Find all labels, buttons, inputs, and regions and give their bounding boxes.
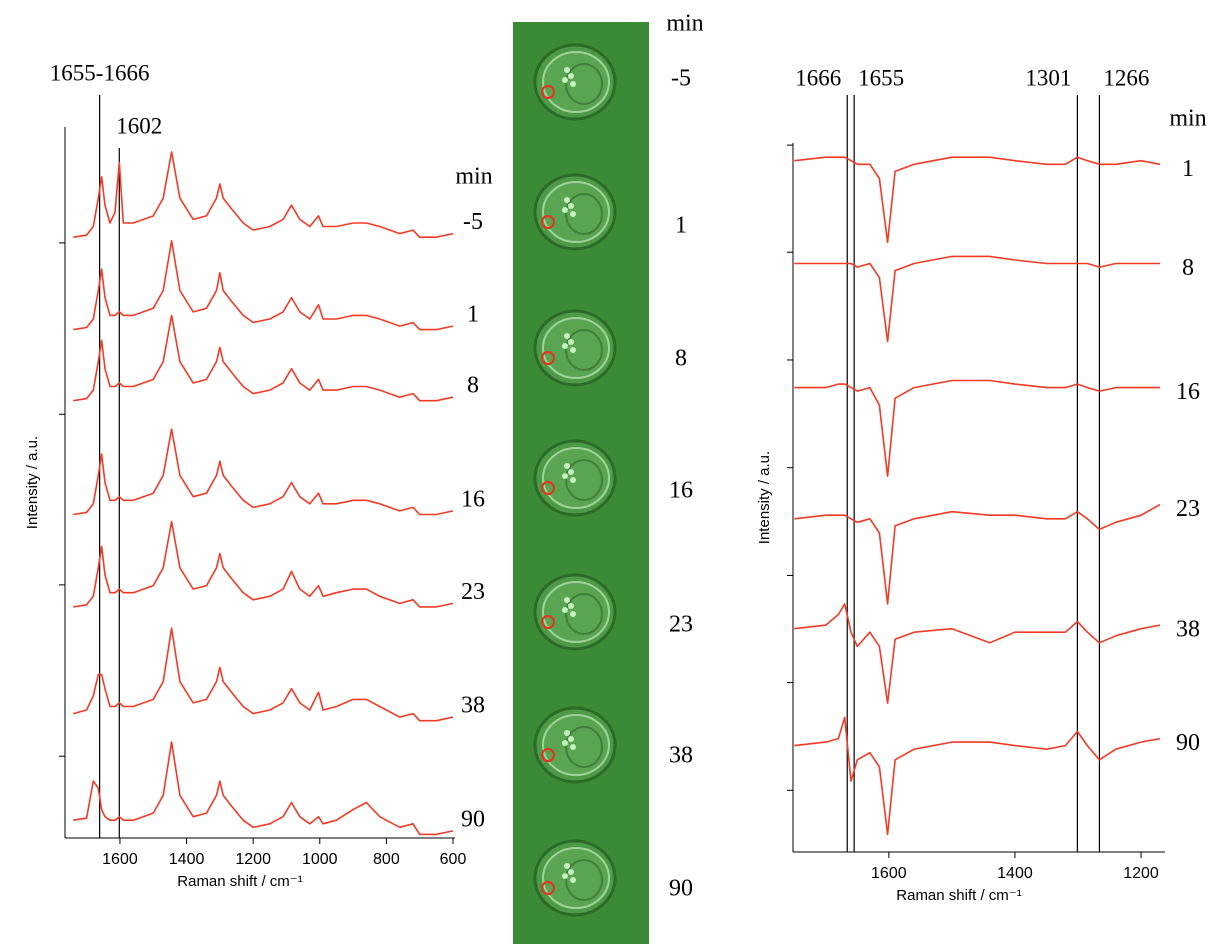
reference-label: 1655-1666	[50, 60, 150, 85]
lipid-droplet	[568, 869, 574, 875]
lipid-droplet	[564, 333, 570, 339]
series-label: -5	[463, 209, 483, 235]
time-label: 23	[669, 612, 693, 638]
reference-label: 1666	[795, 65, 841, 90]
vacuole	[565, 329, 603, 371]
lipid-droplet	[568, 603, 574, 609]
y-axis-label: Intensity / a.u.	[756, 451, 773, 544]
spectrum	[794, 379, 1160, 477]
x-tick-label: 1000	[302, 851, 338, 868]
laser-spot	[541, 481, 555, 495]
time-label: 16	[669, 478, 693, 504]
spectrum	[73, 428, 454, 516]
laser-spot	[541, 215, 555, 229]
spectrum	[73, 741, 454, 836]
x-axis-label: Raman shift / cm⁻¹	[177, 873, 302, 890]
lipid-droplet	[568, 203, 574, 209]
lipid-droplet	[568, 73, 574, 79]
y-axis-label: Intensity / a.u.	[24, 436, 41, 529]
vacuole	[565, 859, 603, 901]
reference-label: 1301	[1025, 65, 1071, 90]
spectrum	[73, 240, 454, 331]
x-tick-label: 1600	[102, 851, 138, 868]
vacuole	[565, 459, 603, 501]
series-label: 90	[1176, 730, 1200, 756]
laser-spot	[541, 85, 555, 99]
lipid-droplet	[564, 863, 570, 869]
series-label: 8	[1182, 255, 1194, 281]
vacuole	[565, 63, 603, 105]
series-label: 1	[467, 302, 479, 328]
lipid-droplet	[570, 347, 576, 353]
lipid-droplet	[568, 339, 574, 345]
lipid-droplet	[562, 607, 568, 613]
x-tick-label: 1400	[169, 851, 205, 868]
lipid-droplet	[564, 197, 570, 203]
time-label: 38	[669, 743, 693, 769]
spectrum	[794, 716, 1161, 836]
lipid-droplet	[568, 736, 574, 742]
time-label: -5	[671, 66, 691, 92]
lipid-droplet	[568, 469, 574, 475]
spectrum	[73, 151, 454, 238]
series-label: 38	[1176, 617, 1200, 643]
lipid-droplet	[562, 77, 568, 83]
vacuole	[565, 726, 603, 768]
spectrum	[794, 503, 1161, 605]
lipid-droplet	[570, 81, 576, 87]
lipid-droplet	[562, 740, 568, 746]
spectrum	[794, 156, 1161, 244]
lipid-droplet	[570, 477, 576, 483]
series-label: 8	[467, 373, 479, 399]
reference-label: 1266	[1103, 65, 1149, 90]
x-tick-label: 1600	[871, 865, 907, 882]
series-label: 16	[1176, 379, 1200, 405]
series-label: 38	[461, 693, 485, 719]
x-tick-label: 600	[440, 851, 467, 868]
reference-label: 1602	[116, 113, 162, 138]
x-tick-label: 800	[373, 851, 400, 868]
legend-title: min	[1169, 106, 1206, 132]
series-label: 23	[461, 579, 485, 605]
x-axis-label: Raman shift / cm⁻¹	[896, 887, 1021, 904]
x-tick-label: 1400	[997, 865, 1033, 882]
lipid-droplet	[562, 343, 568, 349]
lipid-droplet	[564, 597, 570, 603]
x-tick-label: 1200	[235, 851, 271, 868]
time-label: 8	[675, 346, 687, 372]
laser-spot	[541, 351, 555, 365]
lipid-droplet	[570, 611, 576, 617]
spectrum	[794, 255, 1160, 343]
spectrum	[73, 627, 454, 722]
lipid-droplet	[564, 730, 570, 736]
lipid-droplet	[570, 744, 576, 750]
spectrum	[73, 520, 454, 608]
time-label: 90	[669, 876, 693, 902]
lipid-droplet	[562, 473, 568, 479]
lipid-droplet	[564, 463, 570, 469]
lipid-droplet	[570, 211, 576, 217]
laser-spot	[541, 615, 555, 629]
reference-label: 1655	[858, 65, 904, 90]
legend-title: min	[455, 164, 492, 190]
lipid-droplet	[562, 873, 568, 879]
laser-spot	[541, 881, 555, 895]
strip-header: min	[666, 11, 703, 37]
vacuole	[565, 193, 603, 235]
spectrum	[794, 603, 1161, 704]
vacuole	[565, 593, 603, 635]
series-label: 16	[461, 486, 485, 512]
x-tick-label: 1200	[1123, 865, 1159, 882]
series-label: 23	[1176, 496, 1200, 522]
series-label: 1	[1182, 156, 1194, 182]
time-label: 1	[675, 213, 687, 239]
laser-spot	[541, 748, 555, 762]
lipid-droplet	[564, 67, 570, 73]
series-label: 90	[461, 806, 485, 832]
spectrum	[73, 314, 454, 402]
lipid-droplet	[562, 207, 568, 213]
lipid-droplet	[570, 877, 576, 883]
